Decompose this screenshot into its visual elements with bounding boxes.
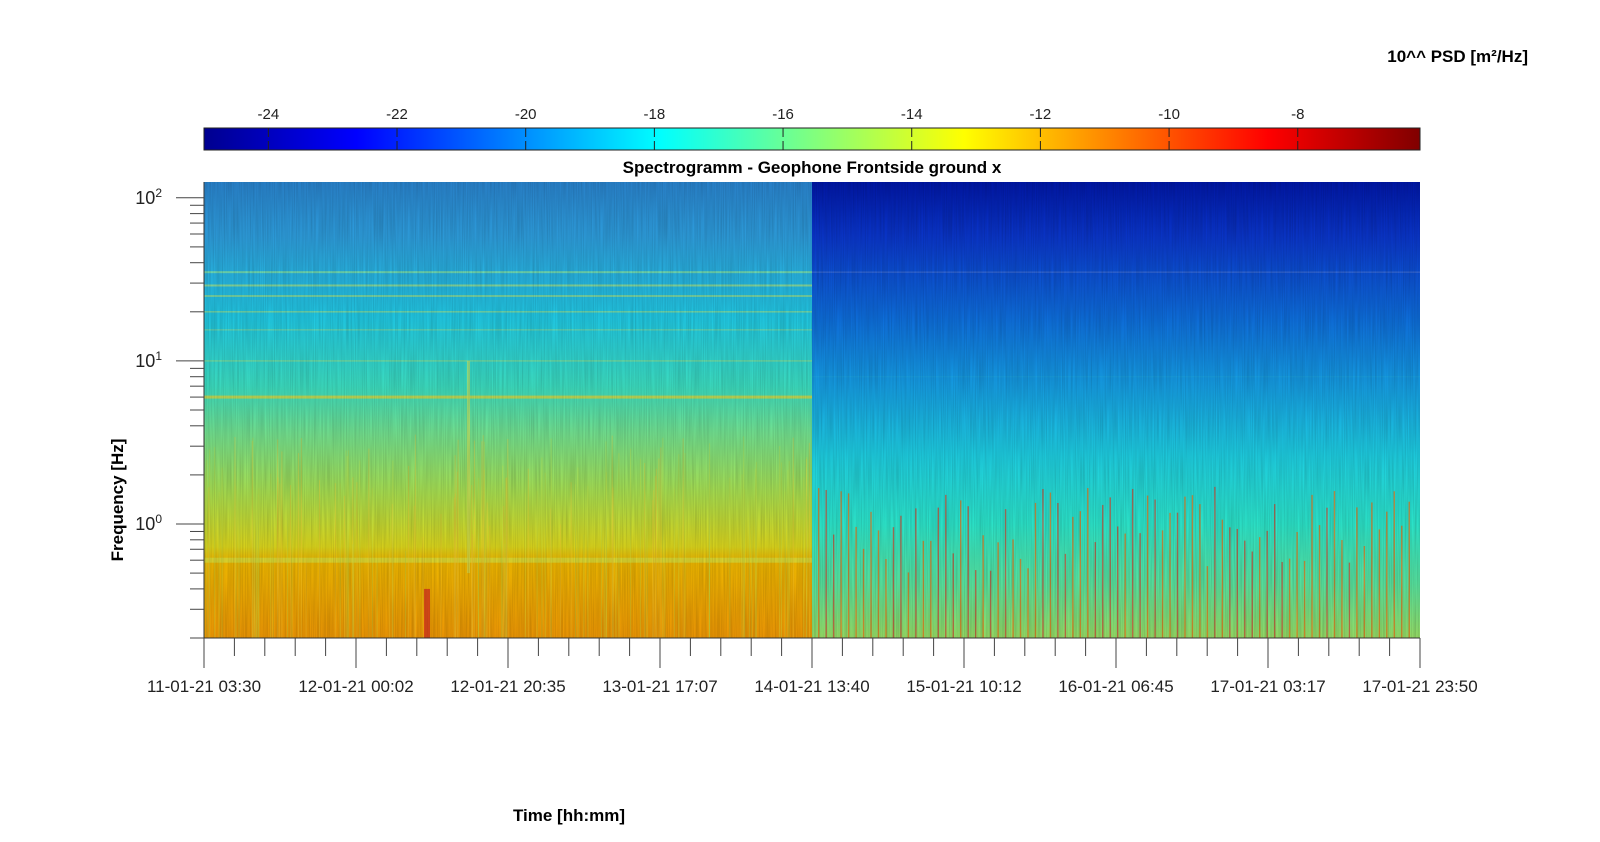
colorbar-tick-label: -12 (1030, 106, 1052, 123)
colorbar: 10^^ PSD [m²/Hz] -24 -22 -20 -18 -16 -14 -12 -1… (203, 47, 1528, 151)
x-tick-label: 12-01-21 00:02 (298, 677, 413, 696)
chart-title: Spectrogramm - Geophone Frontside ground… (623, 158, 1002, 177)
colorbar-tick-label: -24 (257, 106, 279, 123)
y-tick-label: 100 (135, 512, 162, 534)
x-tick-label: 17-01-21 03:17 (1210, 677, 1325, 696)
y-axis-ticks: 100 101 102 (135, 186, 204, 639)
x-tick-label: 16-01-21 06:45 (1058, 677, 1173, 696)
y-tick-label: 102 (135, 186, 162, 208)
x-tick-label: 15-01-21 10:12 (906, 677, 1021, 696)
noise-texture (204, 182, 1420, 638)
x-tick-label: 14-01-21 13:40 (754, 677, 869, 696)
x-tick-label: 13-01-21 17:07 (602, 677, 717, 696)
colorbar-label: 10^^ PSD [m²/Hz] (1387, 47, 1528, 66)
colorbar-tick-label: -16 (772, 106, 794, 123)
spectrogram-image (204, 182, 1420, 638)
x-axis: 11-01-21 03:30 12-01-21 00:02 12-01-21 20:… (147, 637, 1478, 825)
colorbar-ticks: -24 -22 -20 -18 -16 -14 -12 -10 -8 (257, 106, 1304, 150)
x-tick-label: 12-01-21 20:35 (450, 677, 565, 696)
colorbar-tick-label: -20 (515, 106, 537, 123)
colorbar-tick-label: -14 (901, 106, 923, 123)
colorbar-tick-label: -10 (1158, 106, 1180, 123)
y-axis-label: Frequency [Hz] (108, 439, 127, 562)
y-axis: 100 101 102 Frequency [Hz] (108, 182, 205, 639)
colorbar-strip (203, 127, 1421, 151)
colorbar-tick-label: -8 (1291, 106, 1304, 123)
x-axis-ticks: 11-01-21 03:30 12-01-21 00:02 12-01-21 20:… (147, 638, 1478, 696)
x-tick-label: 11-01-21 03:30 (147, 677, 261, 696)
colorbar-tick-label: -22 (386, 106, 408, 123)
y-tick-label: 101 (135, 349, 162, 371)
x-tick-label: 17-01-21 23:50 (1362, 677, 1477, 696)
x-axis-label: Time [hh:mm] (513, 806, 625, 825)
colorbar-tick-label: -18 (644, 106, 666, 123)
